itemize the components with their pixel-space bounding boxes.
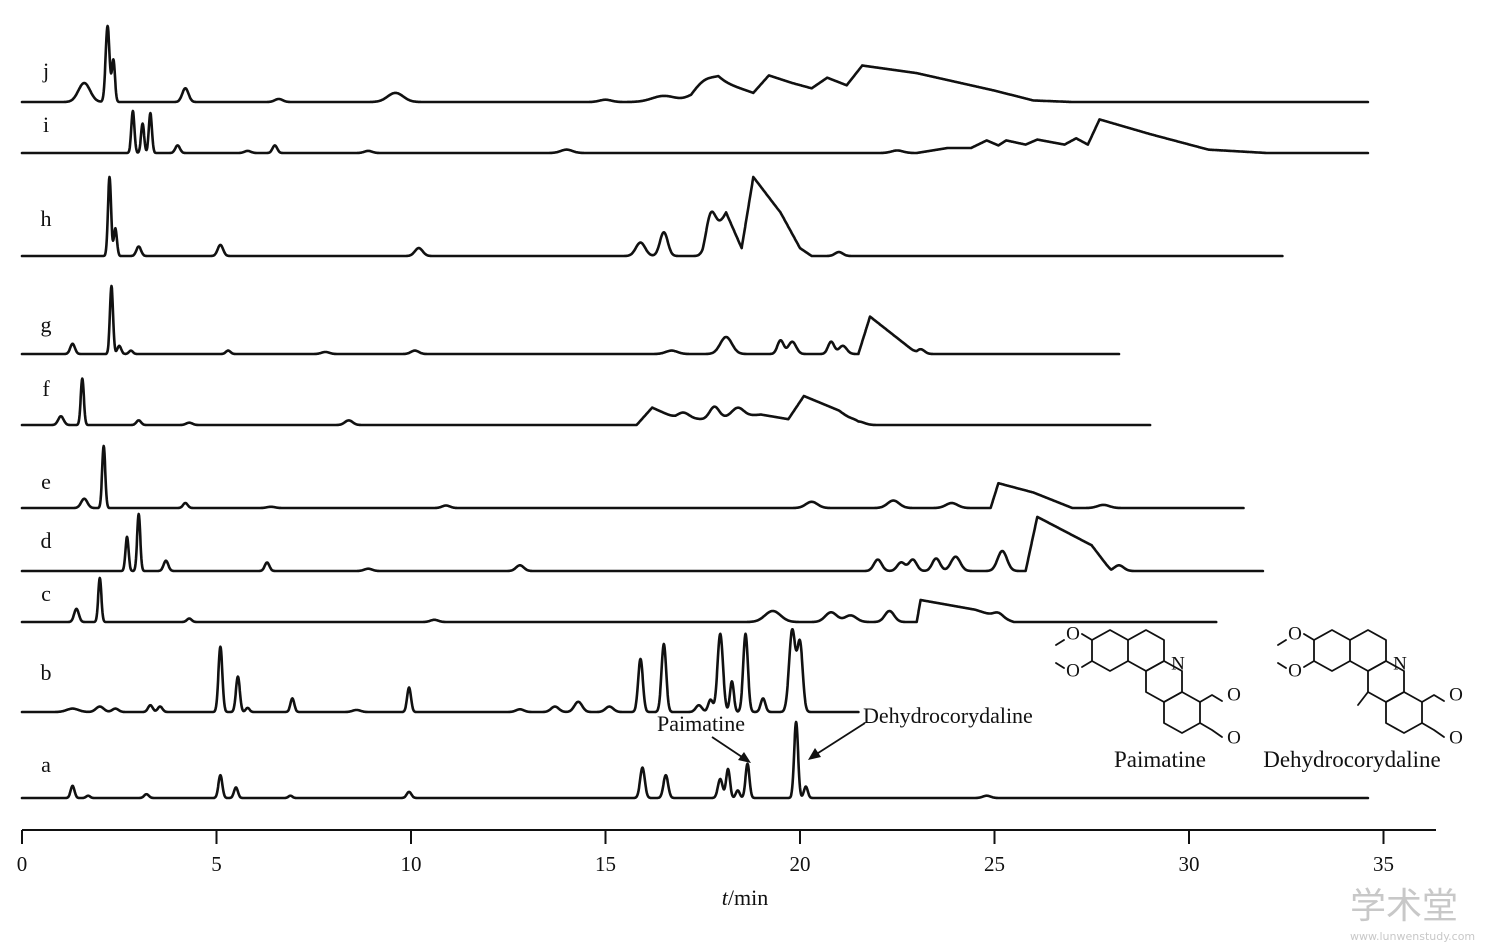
- trace-group: [20, 24, 1370, 800]
- dehydro-methyl: [1357, 691, 1369, 706]
- trace-h: [20, 175, 1284, 258]
- paimatine-methyl-left-2: [1055, 662, 1065, 669]
- paimatine-ring-b: [1127, 629, 1165, 672]
- trace-label-f: f: [42, 376, 50, 401]
- paimatine-methyl-left-1: [1055, 639, 1065, 646]
- watermark: 学术堂 www.lunwenstudy.com: [1350, 886, 1475, 943]
- dehydro-ring-d: [1385, 691, 1423, 734]
- paimatine-atom-o-4: O: [1227, 728, 1241, 749]
- dehydro-ome-bonds-2: [1303, 660, 1315, 668]
- x-tick-label-35: 35: [1373, 852, 1394, 876]
- x-tick-label-15: 15: [595, 852, 616, 876]
- paimatine-ome-bonds-3: [1199, 694, 1223, 703]
- dehydro-atom-o-2: O: [1288, 661, 1302, 682]
- paimatine-structure-name: Paimatine: [1114, 747, 1206, 772]
- dehydro-atom-n: N: [1393, 654, 1407, 675]
- dehydro-atom-o-3: O: [1449, 685, 1463, 706]
- trace-b: [20, 628, 860, 714]
- trace-label-b: b: [41, 660, 52, 685]
- x-tick-label-5: 5: [211, 852, 222, 876]
- paimatine-ome-bonds-2: [1081, 660, 1093, 668]
- dehydro-methyl-left-1: [1277, 639, 1287, 646]
- x-tick-label-0: 0: [17, 852, 28, 876]
- x-axis-title-italic: t: [722, 885, 729, 910]
- trace-a: [20, 720, 1370, 800]
- paimatine-annotation: Paimatine: [657, 711, 751, 763]
- paimatine-ring-d: [1163, 691, 1201, 734]
- trace-f: [20, 377, 1152, 427]
- paimatine-structure: N O O O O Paimatine: [1055, 624, 1241, 772]
- x-tick-label-10: 10: [401, 852, 422, 876]
- x-tick-label-20: 20: [790, 852, 811, 876]
- trace-d: [20, 512, 1265, 573]
- trace-label-e: e: [41, 469, 51, 494]
- trace-label-group: j i h g f e d c b a: [41, 58, 52, 777]
- paimatine-atom-n: N: [1171, 654, 1185, 675]
- paimatine-ring-a: [1091, 629, 1129, 672]
- trace-i: [20, 109, 1370, 155]
- x-tick-group: 0 5 10 15 20 25 30 35: [17, 830, 1394, 876]
- dehydro-ome-bonds-4: [1421, 722, 1445, 738]
- trace-label-h: h: [41, 206, 52, 231]
- dehydrocorydaline-arrow: [814, 722, 866, 756]
- trace-label-c: c: [41, 581, 51, 606]
- trace-label-d: d: [41, 528, 52, 553]
- dehydrocorydaline-structure: N O O O O Dehydrocorydaline: [1263, 624, 1463, 773]
- paimatine-arrow: [711, 736, 746, 760]
- paimatine-ome-bonds: [1081, 633, 1093, 641]
- dehydrocorydaline-arrow-head: [808, 748, 821, 760]
- watermark-text: 学术堂: [1350, 886, 1458, 927]
- x-tick-label-25: 25: [984, 852, 1005, 876]
- paimatine-atom-o-3: O: [1227, 685, 1241, 706]
- trace-j: [20, 24, 1370, 104]
- paimatine-atom-o-1: O: [1066, 624, 1080, 645]
- paimatine-ome-bonds-4: [1199, 722, 1223, 738]
- trace-e: [20, 444, 1245, 510]
- trace-g: [20, 284, 1121, 356]
- trace-label-i: i: [43, 112, 49, 137]
- dehydro-atom-o-1: O: [1288, 624, 1302, 645]
- paimatine-arrow-head: [738, 752, 751, 763]
- trace-label-g: g: [41, 312, 52, 337]
- x-axis-title-unit: /min: [728, 885, 768, 910]
- paimatine-atom-o-2: O: [1066, 661, 1080, 682]
- trace-label-j: j: [42, 58, 49, 83]
- dehydro-atom-o-4: O: [1449, 728, 1463, 749]
- dehydro-methyl-left-2: [1277, 662, 1287, 669]
- trace-label-a: a: [41, 752, 51, 777]
- dehydro-ring-b: [1349, 629, 1387, 672]
- dehydrocorydaline-structure-name: Dehydrocorydaline: [1263, 747, 1441, 772]
- dehydro-ring-a: [1313, 629, 1351, 672]
- watermark-url: www.lunwenstudy.com: [1350, 930, 1475, 943]
- trace-c: [20, 576, 1218, 624]
- x-tick-label-30: 30: [1179, 852, 1200, 876]
- dehydro-ome-bonds-1: [1303, 633, 1315, 641]
- paimatine-annotation-label: Paimatine: [657, 711, 745, 736]
- dehydrocorydaline-annotation-label: Dehydrocorydaline: [863, 703, 1033, 728]
- x-axis: 0 5 10 15 20 25 30 35 t/min: [17, 829, 1436, 910]
- dehydrocorydaline-annotation: Dehydrocorydaline: [808, 703, 1033, 760]
- x-axis-title: t/min: [722, 885, 768, 910]
- dehydro-ome-bonds-3: [1421, 694, 1445, 703]
